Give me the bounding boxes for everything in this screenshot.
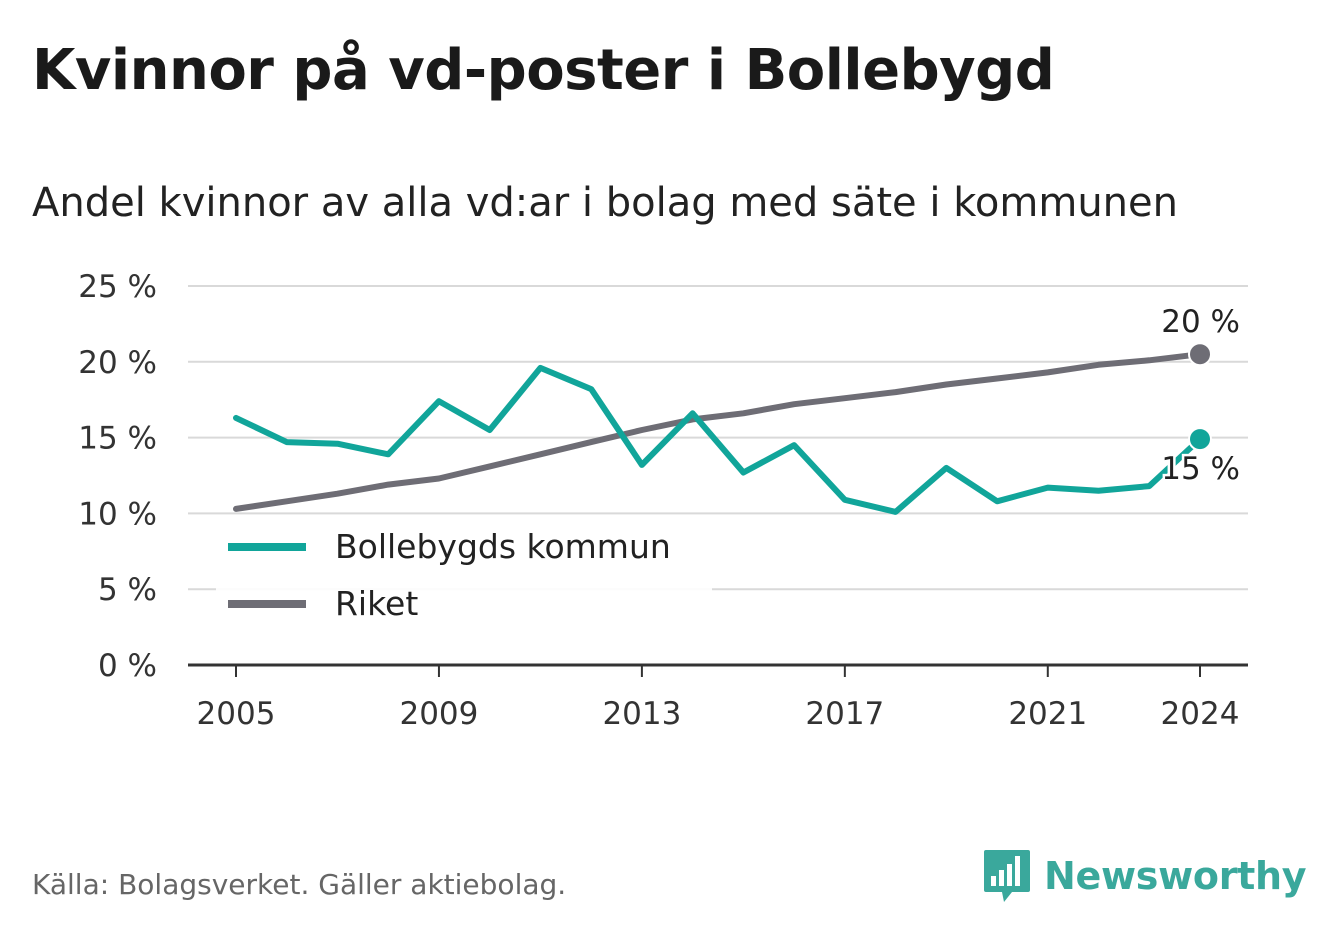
x-tick-label: 2017 [805,696,884,732]
y-tick-label: 10 % [78,496,157,532]
series-line-bollebygd [233,364,1203,515]
legend-label: Bollebygds kommun [335,527,671,566]
end-point-marker [1188,342,1212,367]
bar-chart-logo-icon [984,850,1030,902]
legend: Bollebygds kommun Riket [216,517,712,635]
chart-subtitle: Andel kvinnor av alla vd:ar i bolag med … [32,180,1178,226]
end-value-label: 20 % [1161,304,1240,340]
x-tick-label: 2021 [1008,696,1087,732]
brand-name: Newsworthy [1044,854,1307,898]
y-tick-label: 0 % [98,648,157,684]
y-tick-label: 15 % [78,421,157,457]
series-lines [233,351,1203,515]
x-tick-label: 2009 [399,696,478,732]
end-value-label: 15 % [1161,451,1240,487]
legend-background [216,517,712,635]
y-tick-label: 20 % [78,345,157,381]
y-tick-label: 5 % [98,572,157,608]
y-tick-label: 25 % [78,269,157,305]
x-tick-label: 2013 [602,696,681,732]
legend-label: Riket [335,584,418,623]
x-tick-label: 2005 [197,696,276,732]
y-axis-ticks: 0 % 5 % 10 % 15 % 20 % 25 % [78,269,157,684]
source-note: Källa: Bolagsverket. Gäller aktiebolag. [32,868,567,901]
x-axis-ticks: 2005 2009 2013 2017 2021 2024 [188,663,1248,732]
x-tick-label: 2024 [1161,696,1240,732]
end-point-marker [1188,427,1212,452]
end-labels: 15 % 20 % [1159,302,1243,490]
chart-title: Kvinnor på vd-poster i Bollebygd [32,38,1055,103]
series-line-riket [233,351,1203,512]
brand-logo: Newsworthy [982,848,1307,904]
